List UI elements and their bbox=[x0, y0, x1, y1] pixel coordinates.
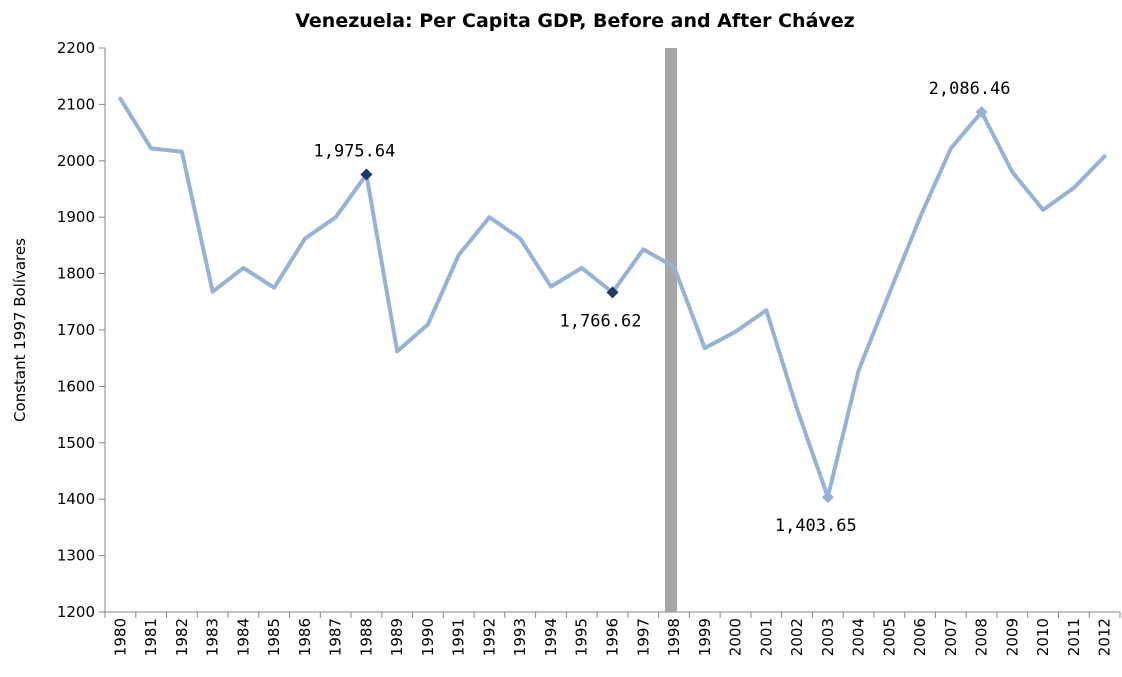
y-tick-label: 2100 bbox=[57, 95, 95, 113]
y-tick-label: 1300 bbox=[57, 547, 95, 565]
y-tick-label: 2000 bbox=[57, 152, 95, 170]
y-tick-label: 1700 bbox=[57, 321, 95, 339]
x-tick-label: 2007 bbox=[942, 618, 960, 656]
y-axis-label: Constant 1997 Bolívares bbox=[11, 238, 29, 422]
y-tick-label: 1600 bbox=[57, 377, 95, 395]
data-label: 1,403.65 bbox=[775, 516, 857, 536]
x-tick-label: 2010 bbox=[1034, 618, 1052, 656]
x-tick-label: 1991 bbox=[450, 618, 468, 656]
data-label: 1,975.64 bbox=[313, 142, 395, 162]
x-tick-label: 1990 bbox=[419, 618, 437, 656]
x-tick-label: 1985 bbox=[265, 618, 283, 656]
y-tick-label: 1400 bbox=[57, 490, 95, 508]
annotation-marker bbox=[821, 491, 834, 504]
y-tick-label: 1900 bbox=[57, 208, 95, 226]
x-tick-label: 1984 bbox=[234, 618, 252, 656]
x-tick-label: 1992 bbox=[480, 618, 498, 656]
y-tick-label: 1500 bbox=[57, 434, 95, 452]
x-tick-label: 1987 bbox=[327, 618, 345, 656]
x-tick-label: 2006 bbox=[911, 618, 929, 656]
plot-area: 1200 1300 1400 1500 1600 1700 1800 1900 2000 2100… bbox=[57, 39, 1121, 656]
y-tick-label: 1200 bbox=[57, 603, 95, 621]
x-tick-label: 2001 bbox=[757, 618, 775, 656]
x-tick-label: 2005 bbox=[880, 618, 898, 656]
x-tick-label: 1994 bbox=[542, 618, 560, 656]
data-label: 2,086.46 bbox=[929, 79, 1011, 99]
x-tick-label: 2003 bbox=[819, 618, 837, 656]
y-tick-label: 1800 bbox=[57, 265, 95, 283]
x-tick-label: 1989 bbox=[388, 618, 406, 656]
x-tick-label: 1998 bbox=[665, 618, 683, 656]
x-tick-label: 2011 bbox=[1065, 618, 1083, 656]
annotation-marker bbox=[360, 168, 373, 181]
y-tick-label: 2200 bbox=[57, 39, 95, 57]
x-tick-label: 1981 bbox=[142, 618, 160, 656]
x-tick-label: 2012 bbox=[1096, 618, 1114, 656]
x-tick-label: 1999 bbox=[696, 618, 714, 656]
annotation-marker bbox=[606, 286, 619, 299]
divider-bar bbox=[665, 48, 678, 612]
x-tick-label: 1993 bbox=[511, 618, 529, 656]
x-tick-label: 1983 bbox=[204, 618, 222, 656]
x-tick-label: 1997 bbox=[634, 618, 652, 656]
x-tick-label: 1996 bbox=[604, 618, 622, 656]
x-tick-label: 1980 bbox=[111, 618, 129, 656]
x-tick-label: 2002 bbox=[788, 618, 806, 656]
x-tick-label: 2000 bbox=[727, 618, 745, 656]
x-tick-label: 1988 bbox=[357, 618, 375, 656]
chart-title: Venezuela: Per Capita GDP, Before and Af… bbox=[295, 10, 854, 32]
annotation-marker bbox=[975, 106, 988, 119]
x-tick-label: 2008 bbox=[973, 618, 991, 656]
x-tick-label: 1986 bbox=[296, 618, 314, 656]
x-tick-label: 1982 bbox=[173, 618, 191, 656]
x-tick-label: 2009 bbox=[1003, 618, 1021, 656]
data-label: 1,766.62 bbox=[560, 311, 642, 331]
x-tick-label: 1995 bbox=[573, 618, 591, 656]
x-tick-label: 2004 bbox=[850, 618, 868, 656]
